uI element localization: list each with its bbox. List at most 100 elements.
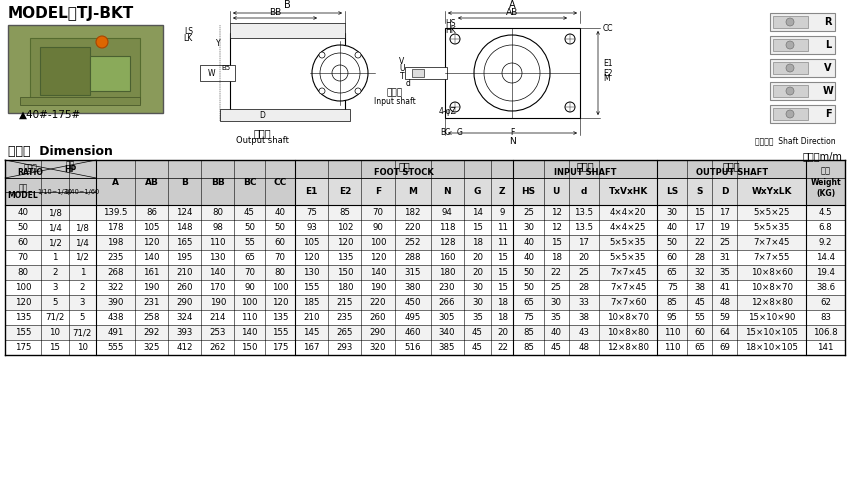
Text: 105: 105: [303, 238, 320, 247]
Text: 30: 30: [666, 208, 677, 217]
Bar: [5, 250, 845, 265]
Bar: [773, 108, 808, 120]
Text: 385: 385: [439, 343, 456, 352]
Bar: [5, 178, 41, 205]
Text: B5: B5: [222, 65, 230, 71]
Text: 12×8×80: 12×8×80: [751, 298, 793, 307]
Text: 167: 167: [303, 343, 320, 352]
Text: 290: 290: [177, 298, 193, 307]
Text: 70: 70: [275, 253, 286, 262]
Text: 31: 31: [719, 253, 730, 262]
Text: 155: 155: [14, 328, 31, 337]
Text: 43: 43: [578, 328, 589, 337]
Text: 555: 555: [107, 343, 124, 352]
Text: 40: 40: [551, 328, 562, 337]
Text: 減速比: 減速比: [24, 163, 37, 173]
Text: INPUT SHAFT: INPUT SHAFT: [554, 169, 616, 178]
Text: 180: 180: [337, 283, 353, 292]
Text: B: B: [284, 0, 291, 10]
Bar: [69, 178, 96, 205]
Text: 495: 495: [405, 313, 421, 322]
Circle shape: [319, 52, 325, 58]
Text: 165: 165: [176, 238, 193, 247]
Text: 41: 41: [719, 283, 730, 292]
Text: 393: 393: [177, 328, 193, 337]
Bar: [30, 38, 140, 103]
Text: 231: 231: [143, 298, 160, 307]
Text: 59: 59: [719, 313, 730, 322]
Bar: [5, 160, 96, 178]
Text: 15: 15: [551, 238, 562, 247]
Text: 3: 3: [52, 283, 58, 292]
Bar: [770, 36, 835, 54]
Text: 110: 110: [209, 238, 226, 247]
Text: 1/2: 1/2: [48, 238, 62, 247]
Text: 軸向圖示  Shaft Direction: 軸向圖示 Shaft Direction: [755, 136, 836, 145]
Text: 94: 94: [442, 208, 452, 217]
Text: 60: 60: [666, 253, 677, 262]
Circle shape: [312, 45, 368, 101]
Text: 2: 2: [52, 268, 58, 277]
Text: 10×8×80: 10×8×80: [607, 328, 649, 337]
Text: 14: 14: [472, 208, 483, 217]
Bar: [431, 178, 464, 205]
Text: 13.5: 13.5: [575, 223, 593, 232]
Text: 148: 148: [176, 223, 193, 232]
Bar: [657, 160, 807, 178]
Text: 118: 118: [439, 223, 456, 232]
Text: 100: 100: [272, 283, 288, 292]
Bar: [8, 25, 163, 113]
Text: A: A: [509, 0, 516, 10]
Text: 150: 150: [241, 343, 258, 352]
Text: 32: 32: [694, 268, 705, 277]
Text: 214: 214: [209, 313, 226, 322]
Text: 15: 15: [694, 208, 705, 217]
Text: 60: 60: [694, 328, 705, 337]
Text: 288: 288: [405, 253, 421, 262]
Text: 324: 324: [176, 313, 193, 322]
Text: 185: 185: [303, 298, 320, 307]
Text: L: L: [824, 40, 831, 50]
Bar: [5, 205, 845, 220]
Text: 75: 75: [306, 208, 317, 217]
Text: 35: 35: [472, 313, 483, 322]
Text: 450: 450: [405, 298, 421, 307]
Text: 40: 40: [523, 253, 534, 262]
Text: 60: 60: [275, 238, 286, 247]
Text: 86: 86: [146, 208, 157, 217]
Text: 1/40~1/60: 1/40~1/60: [65, 189, 100, 195]
Text: 190: 190: [210, 298, 226, 307]
Bar: [264, 160, 295, 205]
Text: 4.5: 4.5: [819, 208, 832, 217]
Text: 460: 460: [405, 328, 421, 337]
Text: 25: 25: [578, 268, 589, 277]
Text: 258: 258: [143, 313, 160, 322]
Text: 145: 145: [303, 328, 320, 337]
Text: Input shaft: Input shaft: [374, 97, 416, 106]
Text: 20: 20: [472, 268, 483, 277]
Text: 17: 17: [694, 223, 705, 232]
Text: 重量: 重量: [820, 167, 830, 176]
Circle shape: [450, 34, 460, 44]
Text: E1: E1: [305, 187, 318, 196]
Text: 292: 292: [144, 328, 160, 337]
Text: HK: HK: [445, 26, 456, 35]
Text: 100: 100: [370, 238, 386, 247]
Text: G: G: [457, 128, 463, 137]
Text: 100: 100: [14, 283, 31, 292]
Text: 110: 110: [664, 343, 681, 352]
Text: 5×5×35: 5×5×35: [754, 223, 790, 232]
Text: 5×5×35: 5×5×35: [609, 238, 646, 247]
Text: 1/10~1/30: 1/10~1/30: [37, 189, 72, 195]
Text: 2: 2: [80, 283, 85, 292]
Text: E2: E2: [338, 187, 351, 196]
Text: 70: 70: [372, 208, 383, 217]
Text: 3: 3: [80, 298, 85, 307]
Text: 50: 50: [666, 238, 677, 247]
Bar: [5, 295, 845, 310]
Text: 30: 30: [551, 298, 562, 307]
Text: 85: 85: [339, 208, 350, 217]
Bar: [328, 178, 361, 205]
Text: 140: 140: [241, 328, 258, 337]
Text: 11: 11: [497, 238, 507, 247]
